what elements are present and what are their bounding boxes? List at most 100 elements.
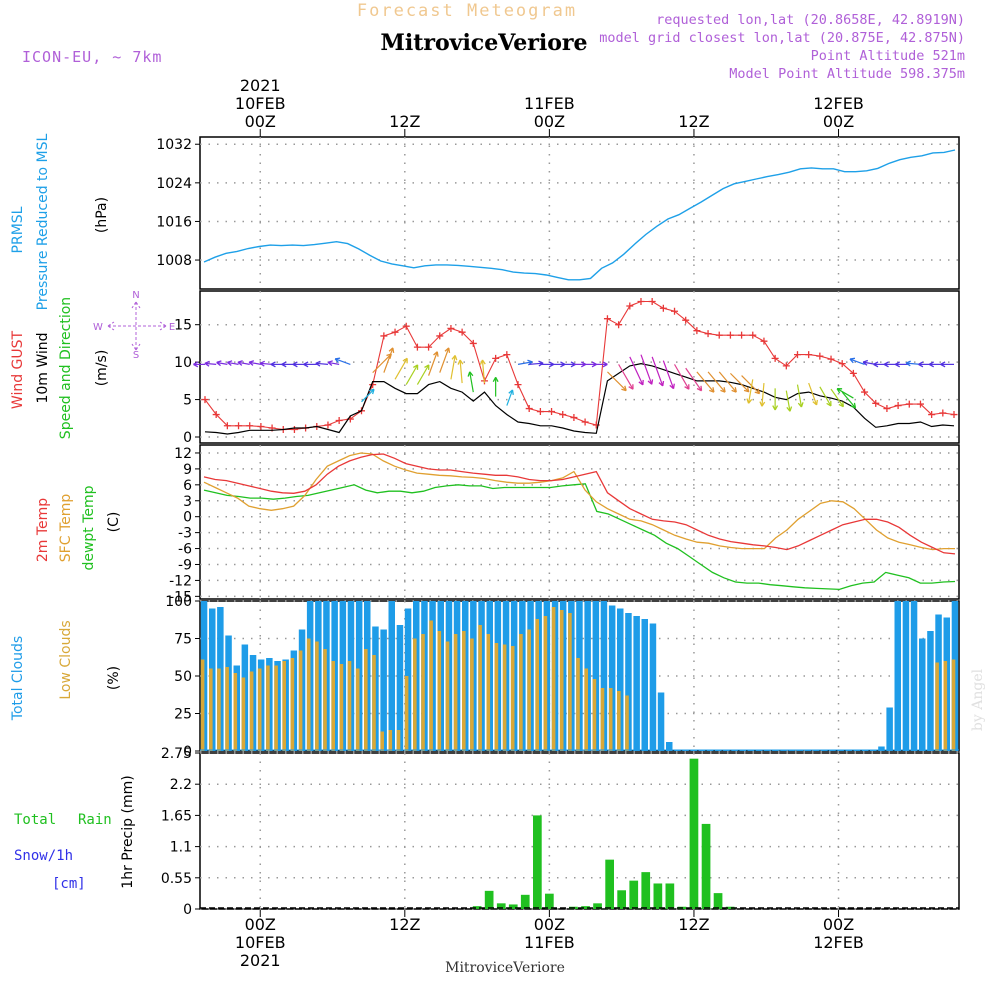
- dewpoint-line: [203, 483, 956, 591]
- precip-ytick-label: 1.1: [170, 840, 192, 856]
- wind-arrow-head: [696, 385, 703, 392]
- temp-unit: (C): [106, 512, 122, 533]
- bottom-tick-label: 00Z: [823, 915, 854, 934]
- temp-ytick-label: 9: [183, 462, 192, 478]
- temp-ytick-label: 3: [183, 494, 192, 510]
- gust-marker: [626, 302, 634, 310]
- gust-marker: [581, 418, 589, 426]
- bottom-tick-label: 12Z: [389, 915, 420, 934]
- gust-marker: [503, 351, 511, 359]
- wind-arrow-head: [580, 361, 586, 368]
- temp-ytick-label: 0: [183, 510, 192, 526]
- pressure-ytick-label: 1024: [156, 176, 192, 192]
- gust-marker: [939, 409, 947, 417]
- rain-bar: [689, 758, 699, 909]
- gust-marker: [760, 337, 768, 345]
- precip-ytick-label: 2.75: [161, 746, 192, 762]
- wind-ytick-label: 5: [183, 393, 192, 409]
- gust-marker: [525, 405, 533, 413]
- low-cloud-bar: [209, 668, 213, 751]
- compass-e: E: [169, 322, 175, 333]
- wind-arrow: [529, 362, 544, 365]
- low-cloud-bar: [266, 665, 270, 751]
- wind-arrow: [315, 362, 329, 365]
- temp-frame: [199, 444, 960, 600]
- wind-arrow: [747, 379, 754, 404]
- low-cloud-bar: [233, 673, 238, 751]
- gust-marker: [771, 354, 779, 362]
- gust-marker: [872, 399, 880, 407]
- pressure-labels: PRMSL Pressure Reduced to MSL (hPa): [10, 133, 110, 310]
- pressure-panel: 1008 1016 1024 1032: [156, 136, 960, 290]
- total-cloud-bar: [396, 625, 404, 751]
- pressure-line: [203, 149, 956, 281]
- wind10m-label: 10m Wind: [35, 332, 51, 403]
- total-cloud-bar: [910, 601, 918, 751]
- sfc-label: SFC Temp: [58, 494, 74, 563]
- low-cloud-bar: [453, 634, 458, 751]
- wind-arrow-head: [591, 361, 597, 368]
- total-cloud-bar: [600, 601, 608, 751]
- gust-marker: [726, 331, 734, 339]
- wind-arrow-head: [412, 364, 419, 370]
- low-cloud-bar: [241, 677, 246, 751]
- gust-marker: [469, 339, 477, 347]
- total-cloud-bar: [608, 605, 616, 751]
- total-cloud-bar: [919, 638, 926, 751]
- low-cloud-bar: [535, 619, 539, 751]
- bottom-tick-label: 00Z: [245, 915, 276, 934]
- precip-axis-label: 1hr Precip (mm): [120, 775, 136, 888]
- compass-s: S: [133, 350, 139, 361]
- gust-marker: [950, 411, 958, 419]
- wind-arrow-head: [327, 360, 333, 367]
- rain-bar: [472, 906, 482, 909]
- low-cloud-bar: [462, 631, 466, 751]
- wind-arrow: [450, 355, 456, 380]
- gust-marker: [603, 315, 611, 323]
- wind-arrow: [651, 356, 664, 387]
- low-cloud-bar: [372, 655, 376, 751]
- gust-marker: [793, 351, 801, 359]
- wind-arrow-head: [457, 359, 464, 365]
- low-cloud-bar: [274, 665, 278, 751]
- wind-arrow: [506, 389, 514, 406]
- credit-watermark: by Angel: [970, 668, 986, 731]
- gust-marker: [335, 417, 343, 425]
- rain-bar: [665, 883, 675, 909]
- gust-marker: [883, 405, 891, 413]
- wind-arrow-head: [334, 357, 341, 364]
- wind-arrow: [685, 367, 703, 392]
- wind-ytick-label: 0: [183, 430, 192, 446]
- low-cloud-bar: [592, 679, 597, 751]
- low-cloud-bar: [323, 649, 327, 751]
- gust-marker: [570, 414, 578, 422]
- wind-arrow-head: [237, 360, 243, 366]
- gust-marker: [514, 381, 522, 389]
- low-cloud-bar: [543, 616, 548, 751]
- low-cloud-bar: [559, 610, 564, 751]
- temp-ytick-label: 6: [183, 478, 192, 494]
- closest-coords: model grid closest lon,lat (20.875E, 42.…: [599, 30, 965, 46]
- gust-marker: [682, 316, 690, 324]
- low-cloud-bar: [486, 634, 491, 751]
- gust-marker: [257, 423, 265, 431]
- wind-arrow-head: [812, 399, 819, 406]
- low-cloud-bar: [200, 659, 205, 751]
- gust-marker: [861, 388, 869, 396]
- wind-arrow-head: [479, 359, 486, 365]
- wind-arrow: [204, 362, 217, 365]
- low-cloud-bar: [290, 658, 295, 751]
- wind-arrow-head: [226, 360, 233, 367]
- temp-ytick-label: -6: [178, 542, 192, 558]
- wind-arrow-head: [669, 383, 675, 390]
- gust-label: Wind GUST: [10, 330, 26, 409]
- gust-marker: [324, 421, 332, 429]
- low-cloud-bar: [306, 638, 311, 751]
- total-cloud-bar: [625, 613, 632, 751]
- wind-arrow: [841, 391, 856, 409]
- wind-arrow-head: [451, 355, 458, 361]
- precip-ytick-label: 0: [183, 902, 192, 918]
- dew-label: dewpt Temp: [81, 485, 97, 570]
- gust-marker: [402, 322, 410, 330]
